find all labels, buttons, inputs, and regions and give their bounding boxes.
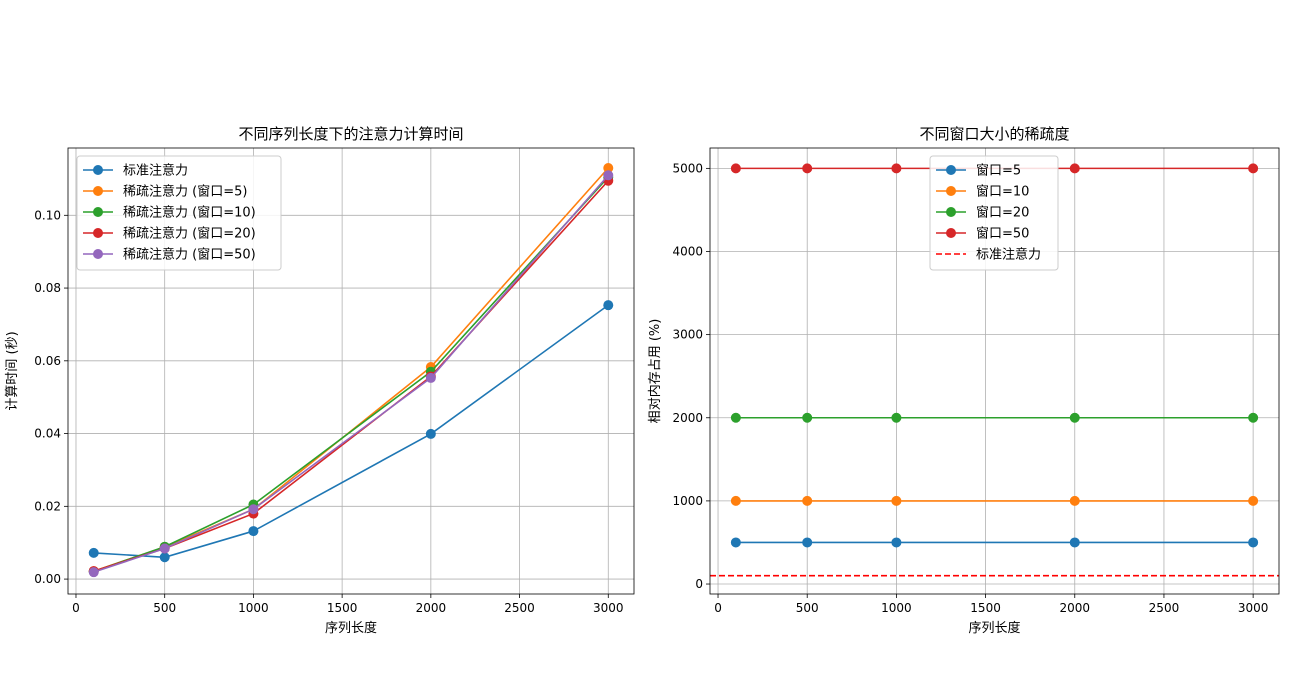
- legend-swatch-marker: [946, 165, 956, 175]
- data-point: [1069, 495, 1080, 506]
- y-tick-label: 5000: [672, 161, 703, 175]
- data-point: [1069, 537, 1080, 548]
- x-tick-label: 1500: [970, 601, 1001, 615]
- legend-swatch-marker: [946, 186, 956, 196]
- data-point: [88, 547, 99, 558]
- x-tick-label: 0: [72, 601, 80, 615]
- x-tick-label: 1000: [881, 601, 912, 615]
- y-tick-label: 0: [695, 577, 703, 591]
- data-point: [730, 163, 741, 174]
- legend-label: 标准注意力: [976, 247, 1041, 263]
- x-tick-label: 500: [153, 601, 176, 615]
- data-point: [603, 163, 614, 174]
- data-point: [891, 163, 902, 174]
- axes-frame: [709, 147, 1280, 595]
- legend-label: 稀疏注意力 (窗口=20): [123, 226, 256, 242]
- y-tick-label: 0.08: [34, 281, 61, 295]
- x-tick-label: 3000: [1238, 601, 1269, 615]
- legend-swatch-marker: [93, 165, 103, 175]
- data-point: [730, 495, 741, 506]
- y-tick-label: 0.06: [34, 354, 61, 368]
- legend-label: 窗口=5: [976, 163, 1021, 179]
- data-point: [1248, 412, 1259, 423]
- data-point: [802, 537, 813, 548]
- y-axis-label: 计算时间 (秒): [5, 331, 20, 410]
- data-point: [802, 412, 813, 423]
- y-tick-label: 2000: [672, 411, 703, 425]
- x-tick-label: 500: [796, 601, 819, 615]
- data-point: [603, 300, 614, 311]
- y-tick-label: 0.04: [34, 427, 61, 441]
- data-point: [891, 412, 902, 423]
- data-point: [248, 526, 259, 537]
- x-tick-label: 2500: [1149, 601, 1180, 615]
- data-point: [730, 412, 741, 423]
- y-axis-label: 相对内存占用 (%): [647, 319, 663, 424]
- legend-swatch-marker: [93, 249, 103, 259]
- data-point: [159, 543, 170, 554]
- legend-label: 稀疏注意力 (窗口=5): [123, 184, 247, 200]
- legend-box: [929, 155, 1059, 271]
- x-tick-label: 1000: [238, 601, 269, 615]
- data-point: [891, 495, 902, 506]
- legend-swatch-marker: [93, 207, 103, 217]
- data-point: [159, 552, 170, 563]
- legend-label: 稀疏注意力 (窗口=50): [123, 247, 256, 263]
- legend-label: 窗口=50: [976, 226, 1029, 242]
- x-axis-label: 序列长度: [968, 620, 1020, 636]
- chart-title: 不同序列长度下的注意力计算时间: [238, 125, 463, 143]
- legend: 窗口=5 窗口=10 窗口=20 窗口=50 标准注意力: [929, 155, 1059, 271]
- y-tick-label: 0.02: [34, 499, 61, 513]
- x-tick-label: 2500: [504, 601, 535, 615]
- x-tick-label: 0: [714, 601, 722, 615]
- y-tick-label: 4000: [672, 244, 703, 258]
- legend-label: 窗口=10: [976, 184, 1029, 200]
- data-point: [248, 504, 259, 515]
- legend-box: [76, 155, 282, 271]
- legend-label: 稀疏注意力 (窗口=10): [123, 205, 256, 221]
- y-tick-label: 1000: [672, 494, 703, 508]
- y-tick-label: 0.00: [34, 572, 61, 586]
- x-tick-label: 2000: [1059, 601, 1090, 615]
- x-tick-label: 1500: [327, 601, 358, 615]
- chart-title: 不同窗口大小的稀疏度: [919, 125, 1069, 143]
- axes-frame: [67, 147, 635, 595]
- data-point: [730, 537, 741, 548]
- data-point: [1248, 537, 1259, 548]
- data-point: [425, 428, 436, 439]
- x-axis-label: 序列长度: [325, 620, 377, 636]
- y-tick-label: 0.10: [34, 208, 61, 222]
- chart-sequence-length-compute-time: 0 500 1000 1500 2000 2500 3000 0.00 0.02 0.04 0.06…: [5, 125, 635, 636]
- legend-swatch-marker: [93, 186, 103, 196]
- legend-swatch-marker: [946, 207, 956, 217]
- data-point: [88, 567, 99, 578]
- x-tick-label: 2000: [416, 601, 447, 615]
- legend-label: 标准注意力: [123, 163, 188, 179]
- legend-label: 窗口=20: [976, 205, 1029, 221]
- data-point: [1069, 163, 1080, 174]
- y-tick-label: 3000: [672, 328, 703, 342]
- data-point: [1248, 163, 1259, 174]
- data-point: [891, 537, 902, 548]
- data-point: [425, 372, 436, 383]
- chart-window-size-sparsity: 0 500 1000 1500 2000 2500 3000 0 1000 2000 3000 400…: [647, 125, 1280, 636]
- legend-swatch-marker: [946, 228, 956, 238]
- x-tick-label: 3000: [593, 601, 624, 615]
- data-point: [802, 495, 813, 506]
- data-point: [802, 163, 813, 174]
- legend-swatch-marker: [93, 228, 103, 238]
- data-point: [1248, 495, 1259, 506]
- data-point: [603, 170, 614, 181]
- data-point: [1069, 412, 1080, 423]
